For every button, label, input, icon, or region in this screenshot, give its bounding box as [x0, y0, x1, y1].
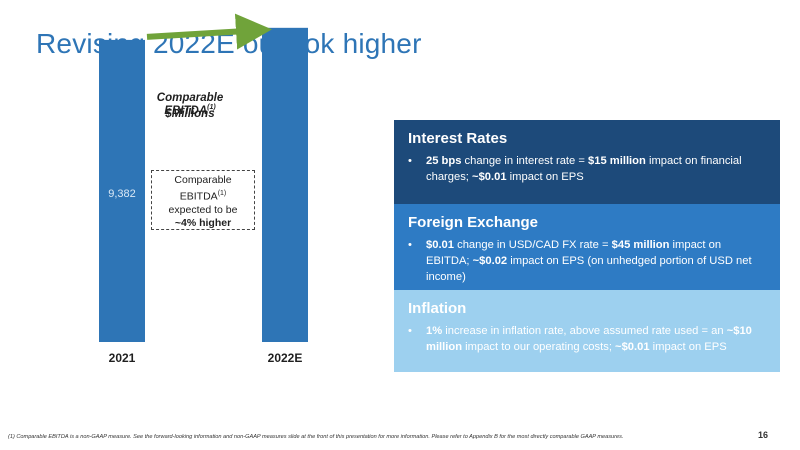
inflation-panel: Inflation 1% increase in inflation rate,… — [394, 290, 780, 372]
annotation-line-2: EBITDA(1) — [152, 187, 254, 204]
inflation-bullet: 1% increase in inflation rate, above ass… — [408, 323, 766, 355]
interest-rates-panel: Interest Rates 25 bps change in interest… — [394, 120, 780, 204]
inflation-t2: impact to our operating costs; — [462, 341, 616, 353]
fx-t3: impact on EPS (on unhedged portion of US… — [426, 255, 752, 283]
chart-subtitle: $Millions — [165, 108, 215, 120]
growth-arrow — [146, 13, 272, 50]
annotation-line-3: expected to be — [168, 203, 238, 216]
annotation-footnote-marker: (1) — [217, 190, 227, 197]
annotation-line-1: Comparable — [174, 174, 232, 186]
fx-b3: ~$0.02 — [472, 255, 508, 267]
fx-b1: $0.01 — [426, 239, 454, 251]
footnote: (1) Comparable EBITDA is a non-GAAP meas… — [8, 434, 624, 440]
annotation-line-4: ~4% higher — [152, 217, 254, 230]
ebitda-growth-annotation: Comparable EBITDA(1) expected to be ~4% … — [151, 170, 255, 230]
inflation-t1: increase in inflation rate, above assume… — [442, 325, 727, 337]
interest-b1: 25 bps — [426, 155, 462, 167]
chart-title-footnote-marker: (1) — [207, 104, 216, 111]
foreign-exchange-heading: Foreign Exchange — [408, 214, 539, 231]
chart-title-text: Comparable EBITDA — [156, 92, 224, 117]
annotation-growth-value: ~4% higher — [174, 216, 232, 229]
interest-b3: ~$0.01 — [472, 171, 507, 183]
bar-2022e — [262, 27, 308, 343]
x-tick-label-2022e: 2022E — [268, 351, 303, 365]
x-tick-label-2021: 2021 — [109, 351, 136, 365]
inflation-b3: ~$0.01 — [615, 341, 650, 353]
foreign-exchange-panel: Foreign Exchange $0.01 change in USD/CAD… — [394, 204, 780, 290]
fx-t1: change in USD/CAD FX rate = — [454, 239, 612, 251]
foreign-exchange-bullet: $0.01 change in USD/CAD FX rate = $45 mi… — [408, 237, 766, 285]
inflation-heading: Inflation — [408, 300, 467, 317]
inflation-t3: impact on EPS — [649, 341, 727, 353]
fx-t2: impact on EBITDA; — [426, 239, 722, 267]
data-label-2021: 9,382 — [108, 188, 136, 200]
chart-title: Comparable EBITDA(1) — [130, 92, 250, 117]
inflation-b1: 1% — [426, 325, 443, 337]
interest-rates-heading: Interest Rates — [408, 130, 508, 147]
interest-t2: impact on financial charges; — [426, 155, 742, 183]
fx-b2: $45 million — [611, 239, 670, 251]
annotation-line-2-text: EBITDA — [179, 190, 218, 203]
page-number: 16 — [758, 430, 769, 440]
interest-rates-bullet: 25 bps change in interest rate = $15 mil… — [408, 153, 766, 185]
interest-b2: $15 million — [588, 155, 646, 167]
bar-2021 — [99, 39, 145, 343]
inflation-b2: ~$10 million — [426, 325, 752, 353]
interest-t1: change in interest rate = — [461, 155, 589, 167]
interest-t3: impact on EPS — [506, 171, 584, 183]
ebitda-bar-chart: 2021 9,382 2022E — [99, 13, 308, 365]
